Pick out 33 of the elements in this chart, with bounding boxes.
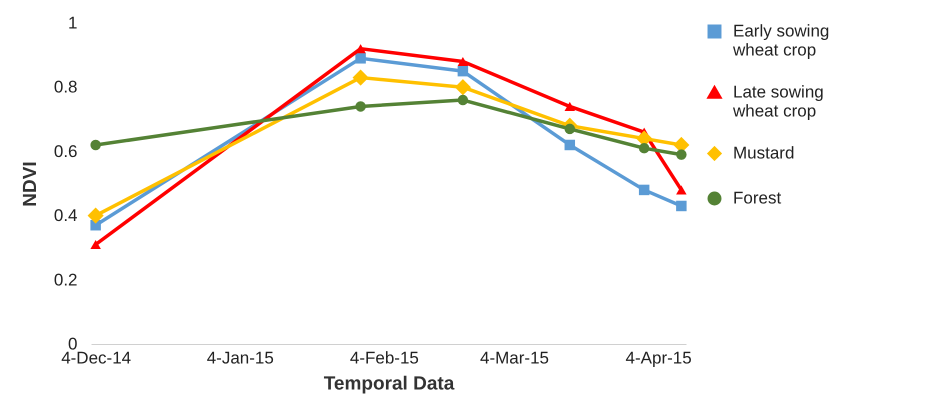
x-tick-label: 4-Mar-15 (480, 348, 549, 368)
point (88, 208, 104, 224)
point (458, 56, 468, 66)
x-tick-label: 4-Jan-15 (206, 348, 274, 368)
point (352, 70, 369, 86)
legend-label: Late sowing wheat crop (732, 82, 824, 120)
y-axis-title: NDVI (20, 161, 41, 207)
point (355, 101, 366, 112)
point (458, 94, 468, 106)
x-tick-label: 4-Feb-15 (350, 348, 419, 368)
point (90, 240, 101, 250)
y-tick-label: 1 (68, 14, 78, 32)
y-tick-label: 0.2 (54, 270, 78, 290)
x-tick-label: 4-Apr-15 (626, 348, 692, 368)
x-axis-title: Temporal Data (324, 374, 455, 394)
legend-label: Early sowing wheat crop (732, 22, 830, 60)
y-tick-label: 0.4 (54, 206, 78, 226)
point (90, 140, 101, 150)
point (638, 184, 650, 196)
point (458, 66, 468, 76)
legend-label: Mustard (733, 144, 794, 162)
point (454, 79, 471, 96)
y-tick-label: 0.6 (54, 142, 78, 161)
point (564, 102, 576, 111)
legend-label: Forest (733, 188, 782, 208)
point (564, 124, 576, 134)
point (676, 200, 687, 212)
point (638, 142, 650, 154)
point (676, 149, 687, 160)
y-tick-label: 0.8 (54, 78, 78, 97)
point (355, 53, 366, 64)
point (564, 140, 576, 150)
point (676, 185, 687, 194)
